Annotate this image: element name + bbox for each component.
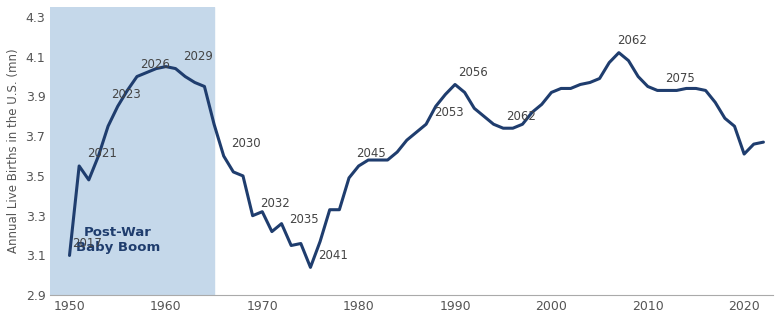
Text: 2045: 2045 (356, 148, 386, 160)
Text: 2021: 2021 (87, 148, 117, 160)
Text: 2032: 2032 (261, 197, 290, 210)
Text: Post-War
Baby Boom: Post-War Baby Boom (76, 226, 160, 254)
Text: 2062: 2062 (617, 34, 647, 47)
Text: 2023: 2023 (111, 88, 140, 101)
Y-axis label: Annual Live Births in the U.S. (mn): Annual Live Births in the U.S. (mn) (7, 49, 20, 253)
Text: 2075: 2075 (665, 72, 695, 85)
Text: 2029: 2029 (183, 50, 213, 63)
Text: 2026: 2026 (140, 58, 169, 71)
Text: 2062: 2062 (506, 110, 536, 123)
Text: 2035: 2035 (289, 213, 319, 226)
Bar (31, 7, 214, 295)
Text: 2041: 2041 (318, 249, 348, 262)
Text: 2053: 2053 (434, 106, 463, 119)
Text: 2017: 2017 (73, 237, 102, 250)
Text: 2056: 2056 (458, 66, 488, 79)
Text: 2030: 2030 (232, 138, 261, 150)
